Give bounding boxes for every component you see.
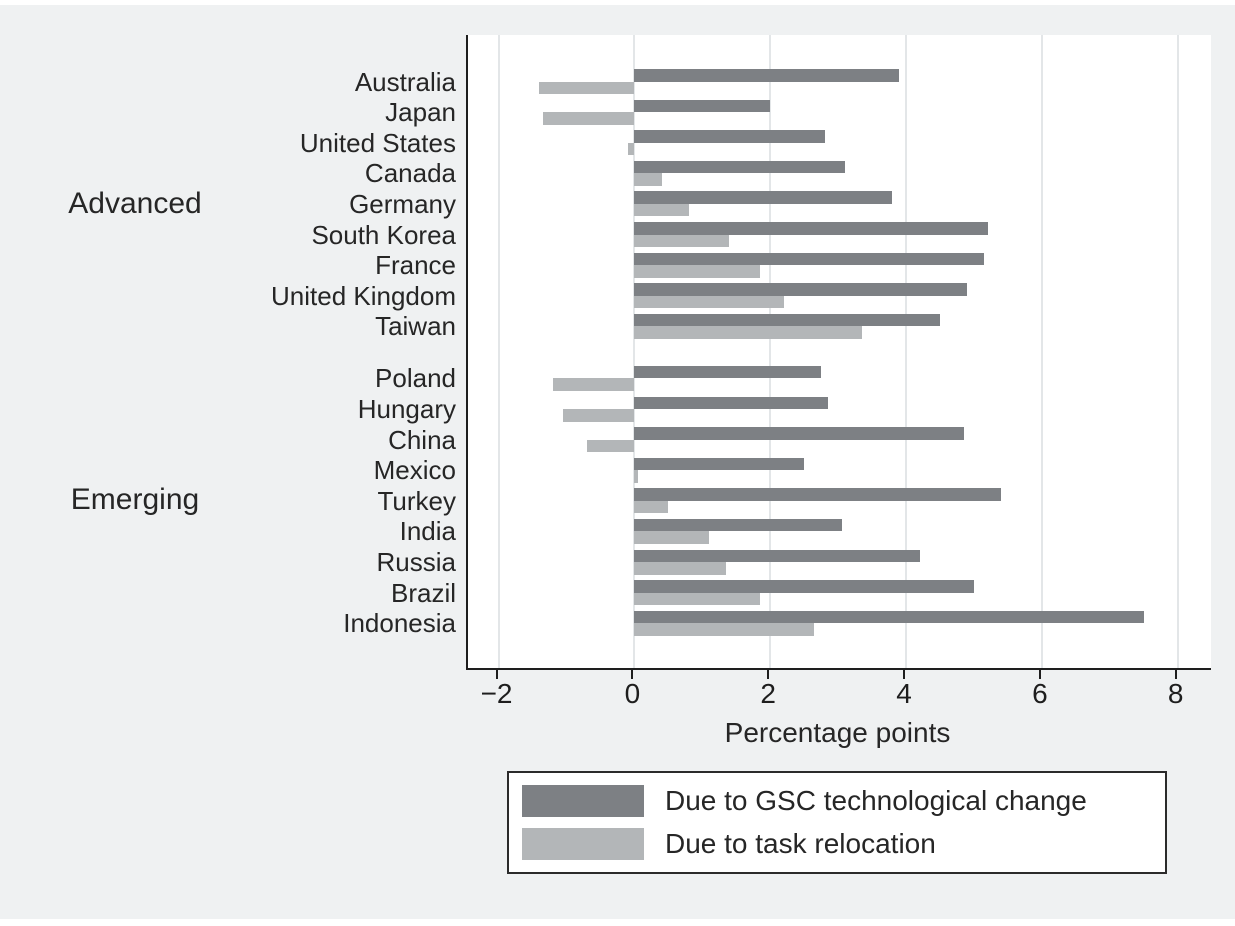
gridline-x-8 [1176,35,1179,668]
legend-label-relocation: Due to task relocation [665,828,936,859]
bar-gsc-hungary [634,396,828,409]
bar-gsc-united-kingdom [634,283,968,296]
gridline-x-6 [1040,35,1043,668]
ytick-label-canada: Canada [364,158,456,189]
bar-gsc-united-states [634,130,825,143]
ytick-label-south-korea: South Korea [311,219,456,250]
bar-gsc-japan [634,99,771,113]
bar-relocation-taiwan [634,326,862,339]
bar-relocation-hungary [563,409,635,422]
ytick-label-japan: Japan [385,97,456,128]
bar-relocation-canada [634,173,662,186]
x-tick-4 [903,670,906,679]
bar-relocation-russia [634,562,727,575]
ytick-label-turkey: Turkey [377,485,457,516]
bar-gsc-france [634,252,985,266]
bar-relocation-japan [542,112,635,125]
x-tick-8 [1174,670,1177,679]
ytick-label-united-states: United States [299,127,456,158]
x-tick-label-6: 6 [1032,678,1048,709]
ytick-label-germany: Germany [349,188,456,219]
bar-gsc-taiwan [634,313,940,327]
x-tick-label-8: 8 [1167,678,1184,709]
bar-relocation-indonesia [634,623,815,636]
group-label-emerging: Emerging [70,483,200,516]
bar-relocation-united-states [627,142,635,156]
bar-gsc-germany [634,191,893,204]
bar-relocation-germany [634,203,689,217]
bar-gsc-russia [634,549,920,562]
bar-relocation-turkey [634,500,669,514]
legend: Due to GSC technological change Due to t… [507,771,1167,874]
x-tick-2 [767,670,770,679]
bar-gsc-mexico [634,457,805,471]
ytick-label-taiwan: Taiwan [375,311,456,342]
bar-gsc-china [634,427,964,440]
bar-relocation-australia [539,81,635,94]
gridline-x-2 [769,35,772,668]
bar-gsc-poland [634,365,822,379]
ytick-label-hungary: Hungary [357,394,456,424]
ytick-label-poland: Poland [375,363,456,394]
ytick-label-india: India [399,516,456,547]
x-tick-label-0: 0 [624,678,641,709]
ytick-label-brazil: Brazil [390,577,456,608]
ytick-label-united-kingdom: United Kingdom [271,280,456,311]
ytick-label-indonesia: Indonesia [343,608,456,639]
bar-gsc-canada [634,160,845,174]
bar-gsc-brazil [634,580,974,593]
legend-label-gsc: Due to GSC technological change [665,785,1087,816]
bar-gsc-indonesia [634,610,1144,624]
legend-swatch-relocation-icon [522,828,644,860]
group-label-advanced: Advanced [68,187,202,220]
bar-relocation-brazil [634,592,761,606]
gridline-x-0 [633,35,636,668]
x-axis-title: Percentage points [724,717,951,748]
bar-relocation-united-kingdom [634,295,784,309]
legend-swatch-gsc-icon [522,785,644,817]
ytick-label-china: China [388,424,456,455]
ytick-label-australia: Australia [354,66,456,97]
gridline-x--2 [497,35,500,668]
x-tick-label-2: 2 [760,678,776,709]
x-tick-6 [1038,670,1041,679]
x-tick-label--2: −2 [480,678,513,709]
x-tick-0 [631,670,634,679]
plot-area [466,35,1211,670]
bar-relocation-mexico [634,470,638,483]
bar-relocation-france [634,265,761,278]
x-tick--2 [495,670,498,679]
bar-gsc-australia [634,69,900,82]
bar-relocation-india [634,531,710,544]
bar-relocation-poland [552,378,635,391]
ytick-label-mexico: Mexico [373,455,456,486]
bar-relocation-south-korea [634,234,730,247]
gridline-x-4 [905,35,908,668]
bar-gsc-india [634,518,842,532]
bar-gsc-turkey [634,488,1002,501]
ytick-label-russia: Russia [376,547,456,577]
bar-gsc-south-korea [634,222,988,235]
x-tick-label-4: 4 [896,678,912,709]
ytick-label-france: France [375,250,456,281]
bar-relocation-china [586,439,635,453]
